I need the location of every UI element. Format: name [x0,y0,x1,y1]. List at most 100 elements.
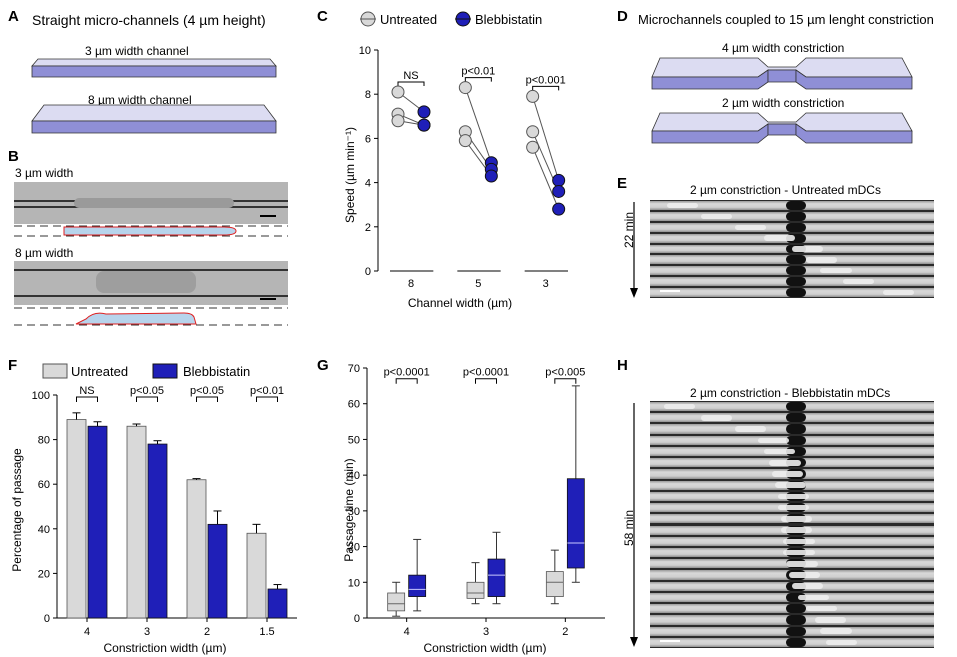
legend-blebbistatin: Blebbistatin [475,12,542,27]
kymograph-frame [650,402,934,412]
constriction [786,402,807,412]
kymograph-frame [650,536,934,546]
panel-a-channels-diagram [31,58,277,134]
x-tick-label: 4 [84,626,90,638]
untreated-box [466,581,485,599]
cell [763,448,795,455]
x-tick-label: 3 [144,626,150,638]
panel-label-f: F [8,357,18,374]
blebbistatin-point [484,169,498,183]
panel-a-channel1-label: 3 µm width channel [85,44,189,58]
panel-label-d: D [617,8,628,25]
scale-bar [260,298,276,300]
significance-bracket [76,396,98,402]
y-tick-label: 20 [38,568,50,580]
cell [820,268,852,274]
scale-bar [660,290,680,292]
p-value-label: p<0.0001 [463,367,509,379]
constriction [786,435,807,445]
kymograph-frame [650,413,934,423]
cell [797,594,829,601]
y-tick-label: 4 [365,178,371,190]
y-tick-label: 8 [365,89,371,101]
kymograph-frame [650,547,934,558]
cell [783,538,815,545]
y-axis-label: Passage time (min) [342,458,356,561]
cell [664,403,696,410]
blebbistatin-point [417,118,431,132]
kymograph-frame [650,615,934,625]
panel-d-title: Microchannels coupled to 15 µm lenght co… [638,12,934,27]
y-tick-label: 40 [348,470,360,482]
kymograph-frame [650,277,934,287]
cell [882,289,915,296]
cell [757,437,790,444]
kymograph-frame [650,435,934,445]
constriction [786,288,807,297]
y-tick-label: 100 [32,390,50,402]
cell [774,482,807,488]
x-tick-label: 5 [475,278,481,290]
cell [780,527,812,533]
cell [806,257,838,263]
untreated-point [391,85,405,99]
legend-c: Untreated Blebbistatin [360,11,542,27]
p-value-label: NS [79,385,94,397]
p-value-label: NS [403,70,418,82]
blebbistatin-point [552,173,566,187]
x-tick-label: 2 [204,626,210,638]
kymograph-frame [650,255,934,265]
y-tick-label: 60 [38,479,50,491]
kymograph-frame [650,480,934,490]
y-axis-label: Speed (µm min⁻¹) [343,127,357,223]
x-tick-label: 4 [404,626,410,638]
cell [777,493,810,500]
legend-untreated: Untreated [71,364,128,379]
kymograph-frame [650,592,934,603]
y-tick-label: 6 [365,133,371,145]
scale-bar [260,215,276,217]
kymograph-blebbistatin [650,401,934,648]
cell-outline-3um [14,225,288,237]
cell [820,628,852,634]
constriction [786,446,807,457]
cell [701,415,733,421]
untreated-bar [186,479,207,619]
p-value-label: p<0.01 [461,66,495,78]
panel-label-e: E [617,175,628,192]
y-tick-label: 60 [348,399,360,411]
panel-label-g: G [317,357,329,374]
pair-line [532,96,560,181]
blebbistatin-point [417,105,431,119]
p-value-label: p<0.01 [250,385,284,397]
kymograph-untreated [650,200,934,298]
untreated-point [391,114,405,128]
kymograph-frame [650,211,934,221]
p-value-label: p<0.05 [130,385,164,397]
panel-d-constriction1-label: 4 µm width constriction [722,41,845,55]
kymograph-frame [650,446,934,457]
untreated-box [387,592,406,612]
cell [786,561,818,567]
cell [772,471,804,477]
y-tick-label: 70 [348,363,360,375]
kymograph-frame [650,503,934,513]
significance-bracket [136,396,158,402]
blebbistatin-box [566,478,585,569]
significance-bracket [196,396,218,402]
constriction [786,222,807,232]
untreated-point [526,89,540,103]
legend-blebbistatin: Blebbistatin [183,364,250,379]
x-tick-label: 1.5 [259,626,274,638]
untreated-point [458,81,472,95]
kymograph-frame [650,201,934,210]
p-value-label: p<0.001 [526,74,566,86]
x-tick-label: 2 [562,626,568,638]
panel-d-constriction-diagram [651,57,913,144]
cell [780,516,812,522]
channel-8um [31,104,277,134]
cell [783,549,815,556]
cell [789,572,821,578]
x-axis-label: Constriction width (µm) [104,641,227,655]
untreated-bar [66,419,87,619]
